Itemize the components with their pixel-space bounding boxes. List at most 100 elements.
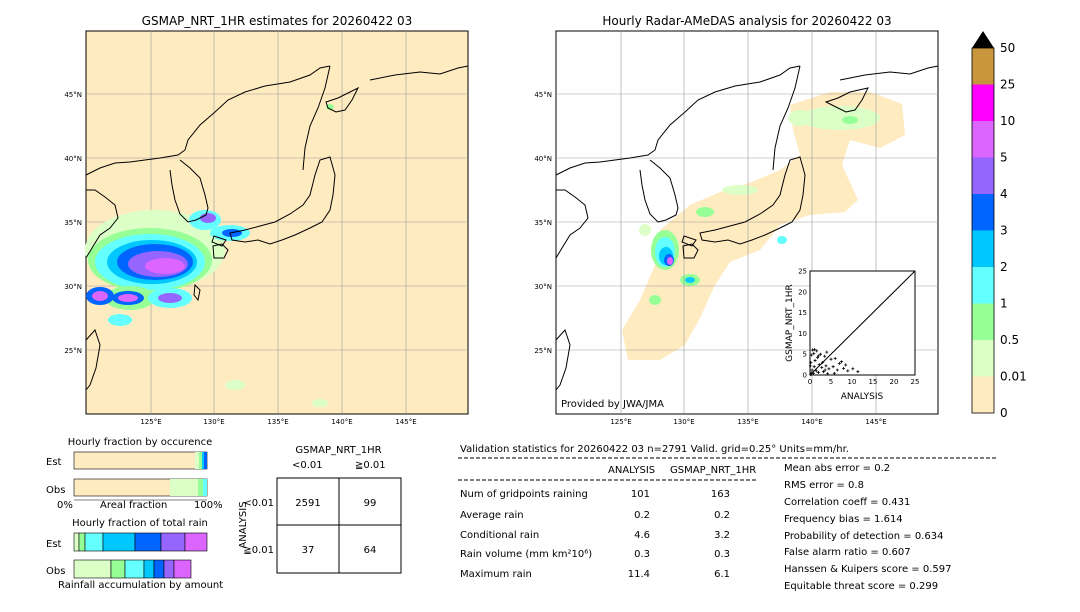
scatter-ytick: 25 [798,268,807,276]
validation-row-label: Num of gridpoints raining [460,489,588,500]
scatter-point [835,368,839,372]
scatter-point [856,370,860,374]
score-line: Mean abs error = 0.2 [784,463,891,474]
scatter-xlabel: ANALYSIS [841,392,884,402]
scatter-point [819,352,822,356]
scatter-point [844,363,848,367]
validation-row-gsmap: 0.2 [714,510,730,521]
right-coastline [555,65,939,391]
scatter-point [814,369,818,373]
colorbar-segment [972,303,994,340]
contingency-table: 2591 99 37 64 <0.01 ≧0.01 ANALYSIS [238,477,402,574]
left-lat-label: 30°N [64,283,82,291]
scatter-point [810,353,814,357]
scatter-point [837,361,841,365]
left-lon-label: 140°E [331,418,352,426]
scatter-point [816,371,820,375]
scatter-point [823,354,827,358]
scatter-point [825,350,829,354]
right-map: 45°N 40°N 35°N 30°N 25°N 125°E 130°E 135… [534,30,939,426]
scatter-point [813,348,817,352]
right-lat-label: 45°N [534,91,552,99]
validation-row-analysis: 0.3 [634,549,650,560]
colorbar-label: 4 [1000,187,1008,201]
left-lat-label: 40°N [64,155,82,163]
fraction-row-label: Obs [46,566,65,577]
contingency-side-label: ANALYSIS [238,501,249,548]
colorbar-segment [972,194,994,231]
scatter-point [809,373,813,377]
validation-row-label: Rain volume (mm km²10⁶) [460,549,593,560]
scatter-point [826,372,830,376]
right-lat-label: 30°N [534,283,552,291]
scatter-point [820,366,824,370]
right-lon-label: 135°E [737,418,758,426]
left-lon-label: 145°E [395,418,416,426]
left-lon-label: 135°E [267,418,288,426]
fraction-row-label: Obs [46,485,65,496]
colorbar-segment [972,48,994,85]
validation-row-analysis: 11.4 [627,569,650,580]
scatter-point [846,369,850,373]
colorbar-label: 5 [1000,151,1008,165]
right-lon-label: 140°E [801,418,822,426]
scatter-point [816,354,820,358]
validation-col-gsmap: GSMAP_NRT_1HR [670,465,757,476]
colorbar-label: 3 [1000,224,1008,238]
validation-row-analysis: 101 [630,489,650,500]
left-map-title: GSMAP_NRT_1HR estimates for 20260422 03 [141,14,413,28]
fraction-axis-right: 100% [194,500,223,511]
scatter-point [809,361,813,365]
fraction-axis-mid: Areal fraction [100,500,168,511]
scatter-point [812,365,816,369]
validation-row-gsmap: 3.2 [714,530,730,541]
left-coastline [85,65,469,391]
left-lon-label: 130°E [203,418,224,426]
right-lat-label: 25°N [534,347,552,355]
scatter-point [823,368,827,372]
validation-row-gsmap: 0.3 [714,549,730,560]
fraction-total-title: Hourly fraction of total rain [72,518,208,529]
contingency-title: GSMAP_NRT_1HR [295,445,382,456]
validation-row-gsmap: 163 [710,489,730,500]
scatter-point [851,367,855,371]
scatter-inset: 0 5 10 15 20 25 0 5 10 15 20 25 ANALYSIS GSMAP_NRT… [785,268,919,403]
colorbar-label: 0 [1000,406,1008,420]
colorbar-segment [972,157,994,194]
colorbar-label: 50 [1000,41,1015,55]
left-lat-label: 25°N [64,347,82,355]
fraction-total-chart: Est Obs [46,532,208,579]
scatter-point [831,365,835,369]
validation-row-label: Average rain [460,510,524,521]
colorbar-segment [972,376,994,413]
colorbar-label: 2 [1000,260,1008,274]
scatter-point [811,371,815,375]
right-map-title: Hourly Radar-AMeDAS analysis for 2026042… [602,14,892,28]
scatter-point [842,366,846,370]
validation-row-analysis: 4.6 [634,530,650,541]
contingency-cell: 2591 [295,498,320,509]
scatter-point [829,357,833,361]
right-map-credit: Provided by JWA/JMA [561,399,664,410]
right-lon-label: 125°E [610,418,631,426]
fraction-row-label: Est [46,457,62,468]
scatter-point [832,371,836,375]
scatter-xtick: 20 [890,378,899,386]
fraction-occurrence-chart: Est Obs [46,451,208,501]
contingency-cell: 37 [302,545,315,556]
validation-row-label: Maximum rain [460,569,532,580]
colorbar-label: 0.5 [1000,333,1019,347]
est-occurrence-bar [73,451,208,470]
scatter-point [817,363,821,367]
score-line: RMS error = 0.8 [784,480,864,491]
validation-row-gsmap: 6.1 [714,569,730,580]
scatter-point [810,368,814,372]
score-line: Equitable threat score = 0.299 [784,581,939,592]
scatter-point [811,348,815,352]
scatter-point [821,370,825,374]
colorbar-label: 1 [1000,297,1008,311]
validation-header: Validation statistics for 20260422 03 n=… [460,444,849,455]
colorbar-label: 0.01 [1000,370,1027,384]
scatter-xtick: 0 [808,378,812,386]
score-line: Probability of detection = 0.634 [784,531,944,542]
